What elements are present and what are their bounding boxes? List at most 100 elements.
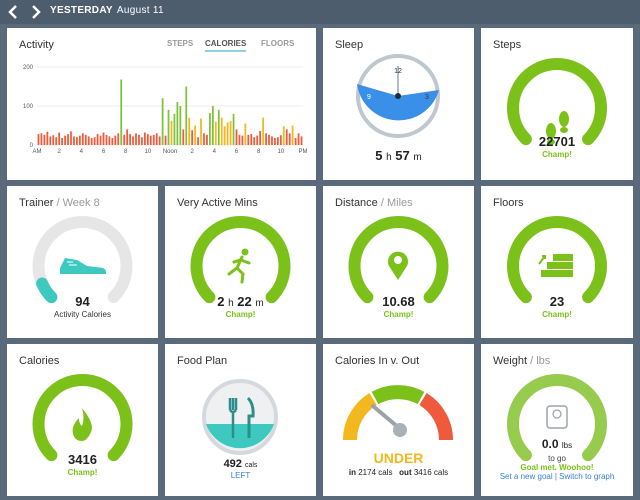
out-value: 3416 bbox=[413, 468, 432, 477]
prev-day-button[interactable] bbox=[6, 3, 22, 21]
floors-gauge bbox=[507, 216, 607, 304]
food-plan-value: 492 cals bbox=[165, 458, 316, 470]
x-tick-label: 6 bbox=[102, 149, 106, 155]
floors-value: 23 bbox=[549, 294, 565, 309]
activity-bar bbox=[167, 109, 170, 145]
activity-bar bbox=[300, 136, 303, 145]
activity-bar bbox=[274, 137, 276, 145]
activity-bar bbox=[185, 86, 188, 145]
activity-bar bbox=[173, 113, 176, 145]
calories-status: Champ! bbox=[67, 468, 98, 477]
sleep-m-unit: m bbox=[413, 152, 422, 163]
calories-card[interactable]: Calories 3416 Champ! bbox=[7, 344, 158, 496]
tab-steps[interactable]: STEPS bbox=[167, 39, 194, 48]
stairs-icon bbox=[538, 254, 573, 277]
trainer-card[interactable]: Trainer / Week 8 94 Activity Calories bbox=[7, 186, 158, 338]
food-plan-number: 492 bbox=[223, 458, 242, 470]
activity-bar bbox=[43, 134, 46, 145]
steps-status: Champ! bbox=[542, 150, 572, 159]
set-new-goal-link[interactable]: Set a new goal bbox=[499, 472, 553, 481]
activity-title: Activity bbox=[19, 39, 54, 51]
steps-title: Steps bbox=[493, 39, 522, 51]
floors-card[interactable]: Floors 23 Champ! bbox=[481, 186, 633, 338]
gauge-fill bbox=[32, 374, 133, 462]
distance-title: Distance / Miles bbox=[335, 197, 413, 209]
very-active-card[interactable]: Very Active Mins 2 h 22 m Champ! bbox=[165, 186, 316, 338]
weight-card[interactable]: Weight / lbs 0.0 lbs to go Goal met. Woo… bbox=[481, 344, 633, 496]
activity-bar bbox=[78, 135, 81, 145]
activity-bar bbox=[126, 129, 129, 145]
activity-bar bbox=[52, 135, 55, 145]
activity-bar bbox=[250, 134, 253, 145]
gauge-fill bbox=[348, 216, 449, 304]
top-bar: YESTERDAY August 11 bbox=[0, 0, 640, 24]
activity-bar bbox=[96, 134, 99, 145]
steps-card[interactable]: Steps 22701 Champ! bbox=[481, 28, 633, 180]
trainer-value: 94 bbox=[75, 294, 90, 309]
food-plan-card[interactable]: Food Plan 492 cals LEFT bbox=[165, 344, 316, 496]
cal-in-out-card[interactable]: Calories In v. Out UNDER in 2174 cals ou… bbox=[323, 344, 474, 496]
va-minutes: 22 bbox=[237, 294, 252, 309]
tab-floors[interactable]: FLOORS bbox=[261, 39, 295, 48]
next-day-button[interactable] bbox=[28, 3, 44, 21]
activity-card[interactable]: Activity STEPS CALORIES FLOORS 0 100 200 AM… bbox=[7, 28, 316, 180]
activity-bar bbox=[256, 135, 259, 145]
tab-calories[interactable]: CALORIES bbox=[205, 39, 247, 52]
y-tick-label: 100 bbox=[23, 104, 34, 110]
chevron-left-icon bbox=[8, 5, 17, 19]
activity-bar bbox=[262, 117, 264, 145]
activity-bar bbox=[99, 135, 102, 145]
floors-status: Champ! bbox=[542, 310, 572, 319]
clock-3-label: 3 bbox=[425, 94, 429, 101]
distance-title-text: Distance bbox=[335, 197, 378, 209]
activity-bar bbox=[90, 137, 93, 145]
activity-bar bbox=[129, 134, 131, 145]
activity-bar bbox=[253, 137, 256, 145]
activity-bar bbox=[161, 98, 164, 145]
activity-bar bbox=[46, 131, 49, 145]
activity-bar bbox=[152, 134, 155, 145]
weight-togo: to go bbox=[548, 454, 566, 463]
activity-bar bbox=[114, 135, 117, 145]
very-active-status: Champ! bbox=[225, 310, 256, 319]
activity-bar bbox=[217, 109, 220, 145]
very-active-title: Very Active Mins bbox=[177, 197, 258, 209]
activity-bar bbox=[64, 135, 66, 145]
x-tick-label: AM bbox=[33, 149, 42, 155]
distance-card[interactable]: Distance / Miles 10.68 Champ! bbox=[323, 186, 474, 338]
activity-bar bbox=[111, 137, 114, 145]
gauge-fill bbox=[36, 277, 58, 304]
va-m-unit: m bbox=[255, 298, 264, 309]
out-unit: cals bbox=[433, 468, 449, 477]
activity-bar bbox=[70, 131, 72, 145]
activity-bar bbox=[117, 133, 120, 145]
activity-bar bbox=[120, 79, 123, 145]
out-label: out bbox=[399, 468, 412, 477]
va-hours: 2 bbox=[217, 294, 225, 309]
activity-bar bbox=[49, 136, 52, 145]
activity-bar bbox=[238, 134, 241, 145]
activity-bar bbox=[182, 129, 185, 145]
activity-bar bbox=[288, 133, 291, 145]
food-plan-dial bbox=[202, 379, 278, 455]
activity-bar bbox=[135, 133, 137, 145]
flame-icon bbox=[72, 408, 92, 441]
activity-bar bbox=[176, 102, 179, 145]
weight-value: 0.0 lbs bbox=[481, 437, 633, 451]
activity-bar bbox=[58, 132, 61, 145]
sleep-card[interactable]: Sleep 12 3 6 9 5 h 57 m bbox=[323, 28, 474, 180]
food-plan-title: Food Plan bbox=[177, 355, 228, 367]
activity-bar bbox=[188, 117, 191, 145]
gauge-fill bbox=[190, 216, 291, 304]
activity-bar bbox=[37, 134, 40, 145]
fork-knife-icon bbox=[228, 396, 255, 438]
in-label: in bbox=[348, 468, 356, 477]
sleep-minutes: 57 bbox=[395, 148, 410, 163]
x-tick-label: 8 bbox=[257, 149, 261, 155]
activity-bar bbox=[214, 121, 217, 145]
distance-unit: Miles bbox=[386, 197, 413, 209]
activity-bar bbox=[282, 126, 285, 145]
activity-bar bbox=[244, 123, 247, 145]
x-tick-label: 6 bbox=[235, 149, 239, 155]
switch-to-graph-link[interactable]: Switch to graph bbox=[559, 472, 615, 481]
